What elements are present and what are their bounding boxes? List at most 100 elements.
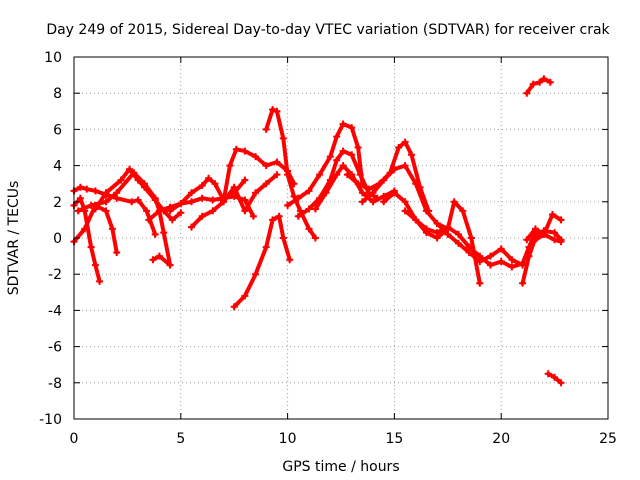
data-point <box>149 256 157 264</box>
data-point <box>151 196 159 204</box>
data-point <box>455 230 462 238</box>
data-point <box>74 207 82 215</box>
data-point <box>241 207 249 215</box>
data-point <box>433 234 441 242</box>
data-point <box>354 180 362 188</box>
data-point <box>209 207 217 215</box>
series-arc-25 <box>544 370 565 387</box>
data-point <box>83 185 91 193</box>
x-tick-label: 0 <box>70 431 79 447</box>
data-point <box>343 171 351 179</box>
data-point <box>117 176 125 184</box>
data-point <box>354 144 362 151</box>
y-tick-label: -10 <box>39 412 62 428</box>
data-point <box>365 185 373 193</box>
data-point <box>87 243 95 251</box>
data-point <box>113 189 121 197</box>
series-line <box>285 122 365 208</box>
data-point <box>444 230 452 238</box>
y-tick-label: 0 <box>53 231 62 247</box>
data-point <box>529 238 537 246</box>
data-point <box>487 261 494 269</box>
data-point <box>273 171 281 179</box>
data-point <box>519 259 527 267</box>
data-point <box>209 196 217 204</box>
y-tick-label: 6 <box>53 122 62 138</box>
data-point <box>102 189 110 197</box>
data-point <box>476 252 484 260</box>
data-point <box>540 230 548 238</box>
x-tick-label: 25 <box>599 431 617 447</box>
data-point <box>544 370 552 378</box>
data-point <box>134 196 142 204</box>
data-point <box>333 171 341 179</box>
data-point <box>252 270 260 278</box>
data-point <box>241 292 249 300</box>
data-point <box>279 134 287 142</box>
data-point <box>126 165 133 173</box>
y-tick-label: 10 <box>44 50 62 66</box>
data-point <box>305 225 313 233</box>
data-point <box>230 303 238 311</box>
y-tick-label: 8 <box>53 86 62 102</box>
data-point <box>422 229 430 237</box>
data-point <box>226 162 234 170</box>
data-series <box>70 75 565 387</box>
data-point <box>241 196 249 204</box>
series-line <box>403 199 482 286</box>
series-arc-23 <box>529 230 565 246</box>
data-point <box>358 198 366 206</box>
data-point <box>76 194 84 202</box>
data-point <box>269 106 277 113</box>
data-point <box>241 176 249 184</box>
data-point <box>252 153 260 161</box>
data-point <box>198 182 206 189</box>
data-point <box>102 198 110 206</box>
data-point <box>380 176 388 184</box>
series-arc-21 <box>519 227 565 287</box>
data-point <box>211 180 219 188</box>
data-point <box>198 194 206 202</box>
series-line <box>296 149 380 219</box>
data-point <box>166 207 174 215</box>
x-tick-label: 10 <box>279 431 297 447</box>
series-arc-12 <box>284 120 366 209</box>
data-point <box>275 212 283 220</box>
data-point <box>113 249 121 256</box>
data-point <box>401 162 409 170</box>
chart-title: Day 249 of 2015, Sidereal Day-to-day VTE… <box>46 22 610 38</box>
data-point <box>497 258 505 265</box>
data-point <box>333 156 341 164</box>
data-point <box>540 75 548 83</box>
data-point <box>557 379 565 387</box>
data-point <box>177 209 185 217</box>
data-point <box>333 133 341 141</box>
data-point <box>143 207 151 215</box>
y-axis-label: SDTVAR / TECUs <box>6 181 22 296</box>
data-point <box>134 176 142 184</box>
data-point <box>525 252 533 260</box>
x-axis: 0 5 10 15 20 25 <box>70 57 617 447</box>
data-point <box>252 189 260 197</box>
data-point <box>198 212 206 220</box>
series-arc-10 <box>262 106 319 242</box>
data-point <box>262 243 270 251</box>
data-point <box>262 180 270 188</box>
data-point <box>408 151 415 159</box>
data-point <box>487 252 494 260</box>
data-point <box>76 183 84 191</box>
data-point <box>168 216 176 224</box>
data-point <box>108 225 116 233</box>
data-point <box>339 120 347 128</box>
data-point <box>316 171 324 179</box>
x-axis-label: GPS time / hours <box>282 459 399 475</box>
data-point <box>220 198 227 206</box>
series-line <box>345 140 431 213</box>
x-tick-label: 5 <box>176 431 185 447</box>
series-arc-5 <box>91 165 185 224</box>
data-point <box>549 211 556 218</box>
data-point <box>284 171 292 179</box>
data-point <box>395 144 403 151</box>
series-arc-13 <box>294 147 381 220</box>
